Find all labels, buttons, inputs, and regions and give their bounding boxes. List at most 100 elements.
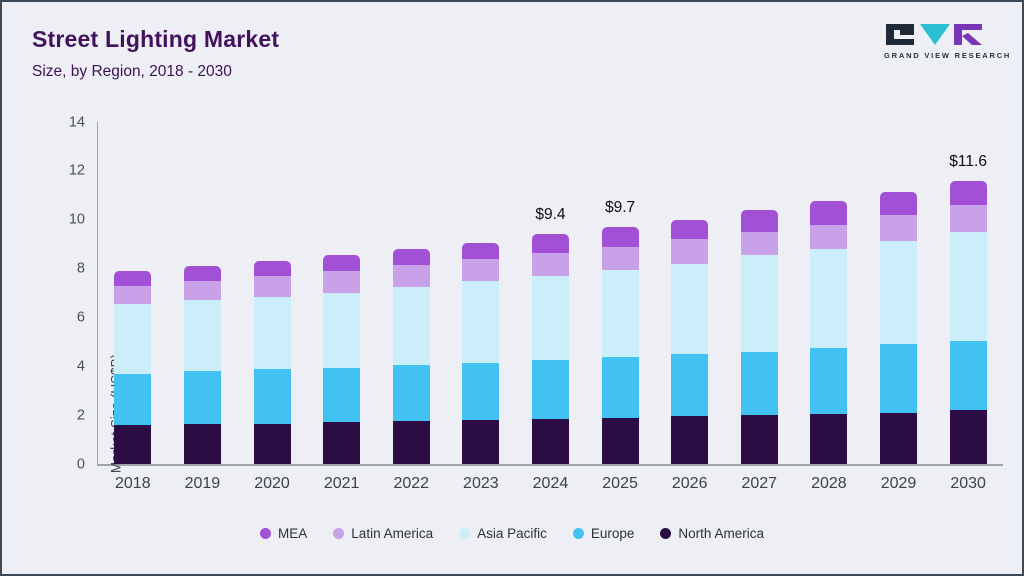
y-tick-label: 14 (68, 113, 85, 130)
bar-column-2028 (794, 122, 864, 464)
value-label: $11.6 (949, 152, 987, 170)
y-tick-label: 6 (76, 309, 85, 326)
legend-label: Asia Pacific (477, 526, 547, 541)
legend-item-asia-pacific: Asia Pacific (459, 526, 547, 541)
segment-asia-pacific (810, 249, 848, 348)
legend: MEA Latin America Asia Pacific Europe North … (2, 526, 1022, 541)
x-tick-label: 2025 (602, 475, 638, 492)
legend-swatch-icon (660, 528, 672, 539)
legend-label: North America (678, 526, 764, 541)
y-tick-label: 12 (68, 162, 85, 179)
stacked-bar-2022 (392, 249, 430, 464)
segment-latin-america (671, 239, 709, 264)
stacked-bar-2025 (601, 227, 639, 464)
segment-asia-pacific (949, 231, 987, 341)
segment-asia-pacific (531, 275, 569, 361)
segment-europe (671, 354, 709, 417)
y-tick-label: 10 (68, 211, 85, 228)
segment-latin-america (323, 271, 361, 294)
segment-mea (114, 271, 152, 286)
segment-north-america (183, 424, 221, 464)
segment-mea (253, 261, 291, 276)
segment-latin-america (949, 205, 987, 232)
x-tick-label: 2021 (323, 475, 360, 492)
legend-label: Latin America (351, 526, 434, 541)
segment-mea (531, 234, 569, 253)
legend-item-mea: MEA (260, 526, 307, 541)
value-label: $9.4 (535, 206, 566, 224)
value-label: $9.7 (604, 199, 636, 217)
segment-latin-america (740, 231, 778, 256)
legend-label: Europe (590, 526, 635, 541)
segment-mea (601, 227, 639, 247)
segment-mea (740, 209, 778, 232)
segment-latin-america (601, 246, 639, 270)
segment-europe (462, 362, 500, 421)
segment-latin-america (183, 280, 221, 301)
stacked-bar-2019 (183, 266, 221, 464)
y-tick-label: 8 (76, 260, 85, 277)
segment-europe (183, 371, 221, 425)
x-tick-label: 2030 (950, 475, 986, 492)
segment-mea (949, 180, 987, 206)
bar-column-2029 (864, 122, 934, 464)
segment-asia-pacific (880, 240, 917, 345)
segment-north-america (114, 424, 152, 464)
segment-europe (531, 360, 569, 419)
segment-asia-pacific (601, 269, 639, 357)
bar-column-2019 (168, 122, 238, 464)
segment-north-america (601, 417, 639, 464)
segment-europe (740, 351, 778, 416)
x-tick-label: 2023 (463, 475, 499, 492)
stacked-bar-2023 (462, 242, 500, 464)
segment-asia-pacific (253, 296, 291, 369)
segment-north-america (671, 416, 709, 464)
segment-north-america (740, 415, 778, 464)
x-tick-label: 2020 (254, 475, 290, 492)
legend-swatch-icon (333, 528, 345, 539)
bar-column-2026 (655, 122, 725, 464)
legend-item-north-america: North America (660, 526, 764, 541)
segment-mea (183, 266, 221, 281)
segment-mea (810, 201, 848, 225)
x-tick-label: 2018 (115, 475, 151, 492)
segment-europe (114, 373, 152, 425)
segment-latin-america (114, 285, 152, 305)
segment-asia-pacific (323, 293, 361, 368)
bar-column-2030: $11.6 (933, 122, 1003, 464)
bar-column-2022 (376, 122, 446, 464)
segment-europe (810, 347, 848, 414)
legend-item-europe: Europe (572, 526, 635, 541)
segment-latin-america (462, 258, 500, 281)
segment-latin-america (392, 264, 430, 287)
segment-europe (392, 365, 430, 422)
segment-north-america (392, 421, 430, 464)
segment-north-america (949, 410, 987, 464)
segment-latin-america (253, 275, 291, 297)
page-title: Street Lighting Market (32, 26, 280, 52)
bar-column-2018 (98, 122, 168, 464)
segment-latin-america (810, 224, 848, 250)
legend-swatch-icon (260, 528, 272, 539)
segment-mea (880, 191, 917, 215)
segment-asia-pacific (114, 304, 152, 374)
gvr-logo-icon (886, 24, 982, 45)
y-tick-label: 2 (76, 406, 85, 423)
segment-mea (671, 219, 709, 240)
x-tick-label: 2029 (880, 475, 917, 492)
segment-asia-pacific (740, 255, 778, 352)
segment-mea (392, 249, 430, 265)
y-tick-label: 0 (76, 455, 85, 472)
segment-north-america (462, 420, 500, 464)
segment-asia-pacific (462, 280, 500, 363)
bar-column-2024: $9.4 (516, 122, 586, 464)
segment-asia-pacific (392, 286, 430, 366)
x-tick-label: 2019 (184, 475, 221, 492)
bar-column-2021 (307, 122, 377, 464)
bars-container: $9.4 $9.7 $11.6 (98, 122, 1003, 464)
segment-north-america (810, 413, 848, 464)
segment-europe (253, 368, 291, 424)
stacked-bar-2026 (671, 219, 709, 464)
x-tick-label: 2028 (811, 475, 847, 492)
stacked-bar-2018 (114, 271, 152, 464)
